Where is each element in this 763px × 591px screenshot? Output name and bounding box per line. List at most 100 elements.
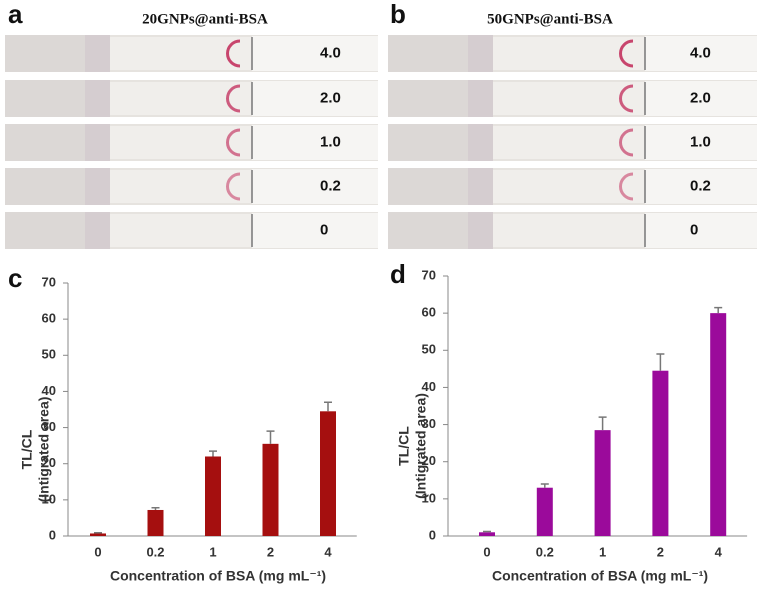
sample-pad [5,80,85,117]
sample-pad [388,168,468,205]
membrane [110,126,252,159]
error-bar [598,416,607,431]
bar [262,443,279,536]
y-tick-label: 50 [42,347,56,362]
x-tick-label: 0 [483,544,490,559]
bar [594,430,611,536]
panel-label: d [390,259,406,289]
panel-label: a [8,0,23,29]
conjugate-pad [85,124,110,161]
test-line [226,84,241,113]
sample-pad [5,124,85,161]
y-tick-label: 40 [422,379,436,394]
membrane [493,37,645,70]
bar [147,509,164,536]
membrane [493,214,645,247]
x-tick-label: 2 [657,544,664,559]
y-tick-label: 10 [42,491,56,506]
test-line [619,84,634,113]
test-line [226,128,241,157]
absorbent-pad [252,36,378,71]
conjugate-pad [468,35,493,72]
error-bar [151,507,160,510]
absorbent-pad [645,125,757,160]
x-tick-label: 0 [94,544,101,559]
y-tick-label: 50 [422,342,436,357]
y-tick-label: 20 [422,453,436,468]
y-axis-label: (Intigrated area) [36,397,52,503]
error-bar [714,306,723,314]
x-tick-label: 2 [267,544,274,559]
absorbent-pad [252,81,378,116]
test-line [619,39,634,68]
sample-pad [5,212,85,249]
conjugate-pad [85,35,110,72]
error-bar [209,450,217,457]
absorbent-pad [645,169,757,204]
membrane [110,170,252,203]
bar [710,313,727,536]
x-tick-label: 1 [599,544,606,559]
error-bar [324,401,332,412]
bar [205,456,221,536]
conjugate-pad [85,168,110,205]
x-tick-label: 0.2 [536,544,554,559]
bar [652,370,669,536]
y-tick-label: 30 [422,416,436,431]
y-tick-label: 40 [42,383,56,398]
panel-label: b [390,0,406,29]
y-tick-label: 60 [42,311,56,326]
bar [320,411,336,536]
conjugate-pad [85,80,110,117]
sample-pad [5,168,85,205]
panel-title: 20GNPs@anti-BSA [142,11,268,27]
x-tick-label: 1 [209,544,216,559]
absorbent-pad [645,81,757,116]
test-line [619,172,634,201]
strip-label: 4.0 [320,44,341,61]
strip-label: 0 [690,221,698,238]
membrane [493,170,645,203]
sample-pad [5,35,85,72]
absorbent-pad [645,213,757,248]
absorbent-pad [252,169,378,204]
strip-label: 1.0 [690,133,711,150]
y-tick-label: 60 [422,305,436,320]
error-bar [94,531,102,534]
panel-label: c [8,263,22,293]
absorbent-pad [645,36,757,71]
absorbent-pad [252,125,378,160]
y-axis-label: TL/CL [396,426,412,466]
membrane [110,82,252,115]
strip-label: 4.0 [690,44,711,61]
strip-label: 0.2 [690,177,711,194]
x-tick-label: 4 [324,544,332,559]
membrane [493,82,645,115]
strip-label: 0.2 [320,177,341,194]
bar [479,532,495,536]
sample-pad [388,212,468,249]
membrane [493,126,645,159]
panel-title: 50GNPs@anti-BSA [487,11,613,27]
y-tick-label: 10 [422,490,436,505]
y-axis-label: TL/CL [19,429,35,469]
strip-label: 0 [320,221,328,238]
strip-label: 1.0 [320,133,341,150]
y-tick-label: 70 [42,274,56,289]
bar [90,533,106,536]
conjugate-pad [468,124,493,161]
x-tick-label: 4 [715,544,723,559]
membrane [110,214,252,247]
bar [536,487,553,536]
conjugate-pad [85,212,110,249]
test-line [226,172,241,201]
sample-pad [388,124,468,161]
absorbent-pad [252,213,378,248]
conjugate-pad [468,80,493,117]
sample-pad [388,35,468,72]
membrane [110,37,252,70]
test-line [226,39,241,68]
y-tick-label: 20 [42,455,56,470]
error-bar [483,530,491,533]
